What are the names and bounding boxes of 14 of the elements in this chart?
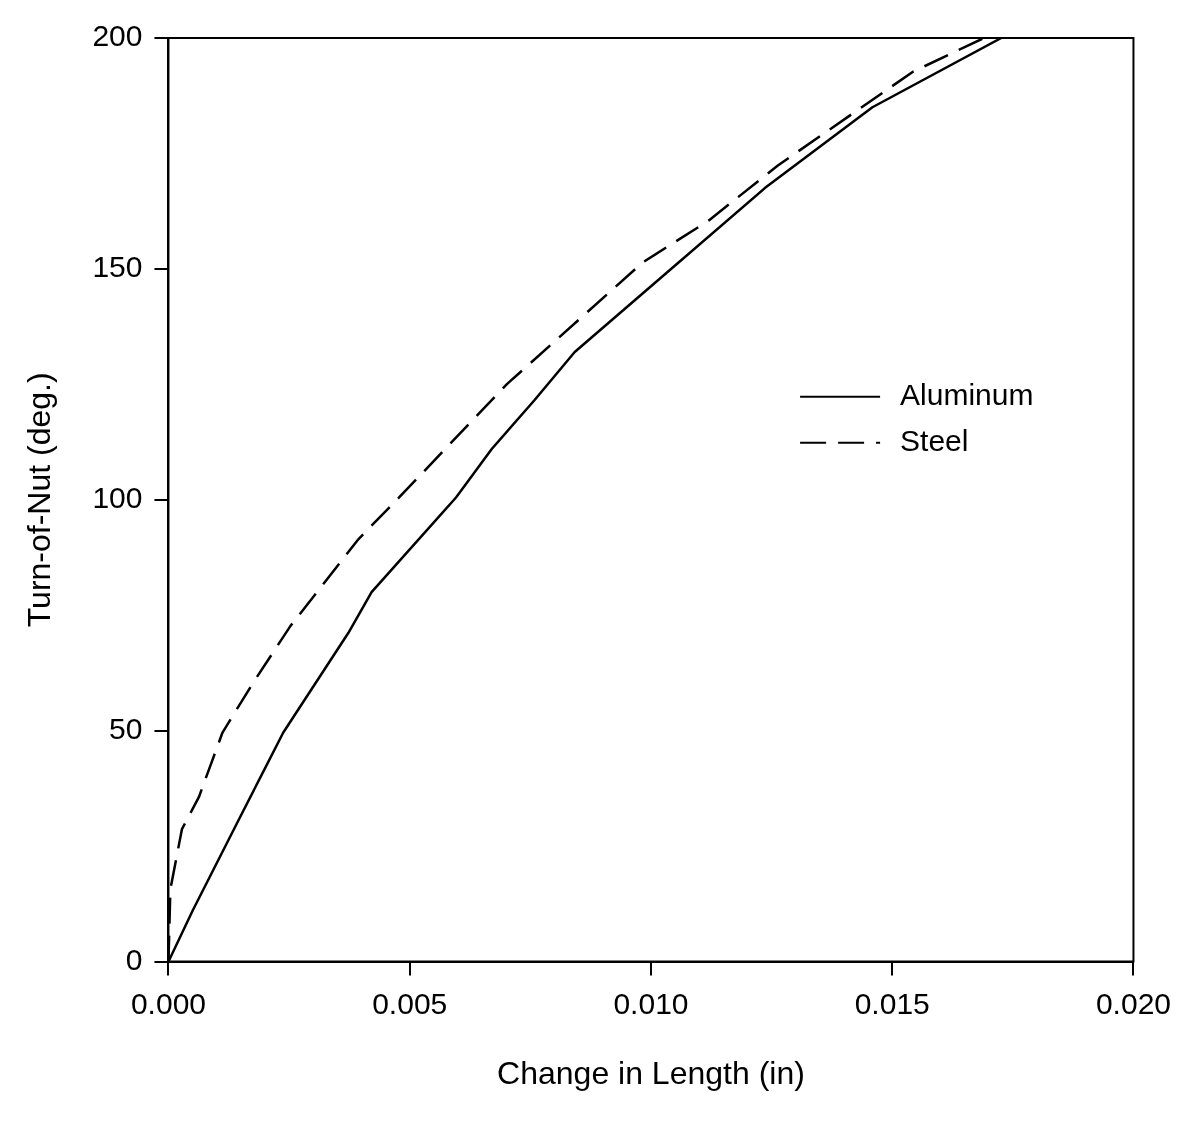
x-axis-title: Change in Length (in) — [497, 1054, 805, 1091]
y-tick-label: 150 — [92, 250, 143, 284]
y-tick-label: 50 — [109, 711, 143, 745]
x-tick-label: 0.005 — [372, 986, 448, 1020]
x-tick-label: 0.015 — [854, 986, 930, 1020]
y-tick-label: 0 — [125, 942, 143, 976]
x-tick-label: 0.010 — [613, 986, 689, 1020]
x-tick-label: 0.020 — [1095, 986, 1171, 1020]
y-axis-title: Turn-of-Nut (deg.) — [21, 372, 58, 628]
legend-label: Aluminum — [900, 378, 1034, 412]
y-tick-label: 200 — [92, 19, 143, 53]
y-tick-label: 100 — [92, 481, 143, 515]
legend-label: Steel — [900, 424, 969, 458]
x-tick-label: 0.000 — [130, 986, 206, 1020]
